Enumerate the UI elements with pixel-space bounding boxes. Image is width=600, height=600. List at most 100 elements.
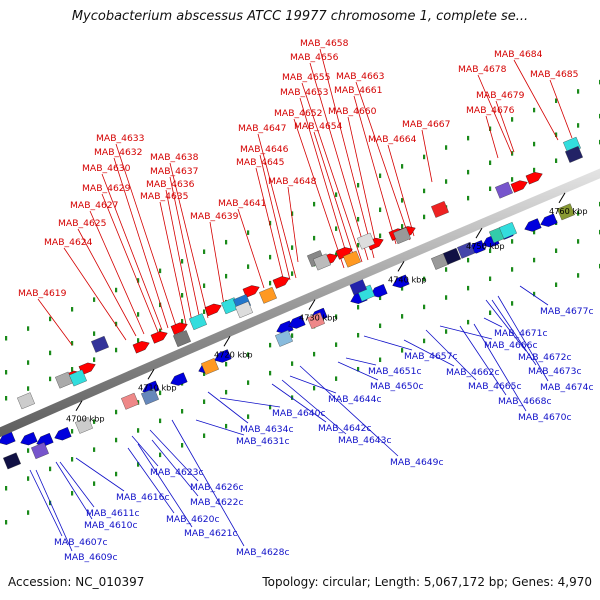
reverse-gene [170, 372, 188, 386]
reverse-gene-label[interactable]: MAB_4644c [328, 394, 382, 405]
reverse-gene-label[interactable]: MAB_4640c [272, 408, 326, 419]
reverse-gene-label[interactable]: MAB_4607c [54, 537, 108, 548]
forward-gene-label[interactable]: MAB_4658 [300, 38, 349, 49]
track-dot [533, 141, 536, 147]
track-dot [533, 107, 536, 113]
reverse-gene-label[interactable]: MAB_4665c [468, 381, 522, 392]
track-dot [49, 466, 52, 472]
forward-gene-label[interactable]: MAB_4635 [140, 191, 189, 202]
forward-gene-label[interactable]: MAB_4625 [58, 218, 107, 229]
reverse-gene-label[interactable]: MAB_4622c [190, 497, 244, 508]
forward-gene-label[interactable]: MAB_4632 [94, 147, 143, 158]
reverse-gene-label[interactable]: MAB_4674c [540, 382, 594, 393]
reverse-gene-label[interactable]: MAB_4666c [484, 340, 538, 351]
reverse-gene-label[interactable]: MAB_4649c [390, 457, 444, 468]
tick-mark [147, 369, 155, 380]
reverse-gene-label[interactable]: MAB_4620c [166, 514, 220, 525]
track-dot [159, 390, 162, 396]
leader-line [127, 447, 175, 514]
forward-gene-label[interactable]: MAB_4619 [18, 288, 67, 299]
reverse-gene-label[interactable]: MAB_4642c [318, 423, 372, 434]
leader-line [485, 115, 499, 159]
leader-line [257, 133, 297, 279]
reverse-gene-label[interactable]: MAB_4611c [86, 508, 140, 519]
reverse-gene-label[interactable]: MAB_4626c [190, 482, 244, 493]
forward-gene-label[interactable]: MAB_4678 [458, 64, 507, 75]
forward-gene-label[interactable]: MAB_4646 [240, 144, 289, 155]
reverse-gene-label[interactable]: MAB_4609c [64, 552, 118, 563]
track-dot [467, 319, 470, 325]
track-dot [335, 252, 338, 257]
reverse-gene-label[interactable]: MAB_4621c [184, 528, 238, 539]
reverse-gene-label[interactable]: MAB_4651c [368, 366, 422, 377]
leader-line [149, 429, 199, 482]
forward-gene [132, 341, 150, 354]
track-dot [27, 360, 30, 365]
reverse-gene [288, 315, 306, 329]
reverse-gene-label[interactable]: MAB_4668c [498, 396, 552, 407]
forward-gene-label[interactable]: MAB_4630 [82, 163, 131, 174]
track-dot [445, 329, 448, 334]
reverse-gene-label[interactable]: MAB_4610c [84, 520, 138, 531]
forward-gene-label[interactable]: MAB_4637 [150, 166, 199, 177]
reverse-gene-label[interactable]: MAB_4673c [528, 366, 582, 377]
reverse-gene-label[interactable]: MAB_4628c [236, 547, 290, 558]
kbp-ticks: 4700 kbp 4710 kbp 4720 kbp 4730 kbp 4740 kbp… [66, 192, 588, 424]
leader-line [299, 97, 351, 267]
reverse-gene-label[interactable]: MAB_4634c [240, 424, 294, 435]
forward-gene-label[interactable]: MAB_4624 [44, 237, 93, 248]
reverse-gene-label[interactable]: MAB_4650c [370, 381, 424, 392]
track-dot [93, 331, 96, 336]
forward-gene-label[interactable]: MAB_4629 [82, 183, 131, 194]
reverse-gene-label[interactable]: MAB_4672c [518, 352, 572, 363]
forward-gene-label[interactable]: MAB_4654 [294, 121, 343, 132]
forward-gene-label[interactable]: MAB_4661 [334, 85, 383, 96]
track-dot [423, 304, 426, 310]
reverse-gene-label[interactable]: MAB_4623c [150, 467, 204, 478]
track-dot [93, 481, 96, 486]
forward-gene-label[interactable]: MAB_4660 [328, 106, 377, 117]
reverse-gene-label[interactable]: MAB_4671c [494, 328, 548, 339]
forward-gene-label[interactable]: MAB_4667 [402, 119, 451, 130]
forward-gene-label[interactable]: MAB_4653 [280, 87, 329, 98]
forward-gene-label[interactable]: MAB_4633 [96, 133, 145, 144]
reverse-gene-label[interactable]: MAB_4677c [540, 306, 594, 317]
tick-mark [475, 227, 483, 239]
forward-gene-label[interactable]: MAB_4652 [274, 108, 323, 119]
track-dot [401, 314, 404, 319]
forward-gene-label[interactable]: MAB_4638 [150, 152, 199, 163]
forward-gene-label[interactable]: MAB_4664 [368, 134, 417, 145]
track-dot [93, 297, 96, 302]
leader-line [293, 118, 345, 269]
reverse-gene-label[interactable]: MAB_4643c [338, 435, 392, 446]
reverse-gene-label[interactable]: MAB_4662c [446, 367, 500, 378]
forward-gene-label[interactable]: MAB_4639 [190, 211, 239, 222]
track-dot [379, 207, 382, 213]
reverse-gene-label[interactable]: MAB_4657c [404, 351, 458, 362]
forward-gene-label[interactable]: MAB_4685 [530, 69, 579, 80]
forward-gene-label[interactable]: MAB_4679 [476, 90, 525, 101]
forward-gene-label[interactable]: MAB_4636 [146, 179, 195, 190]
reverse-gene-label[interactable]: MAB_4631c [236, 436, 290, 447]
leader-line [387, 144, 415, 237]
track-dot [247, 380, 250, 385]
feature-block [201, 358, 219, 375]
forward-gene-label[interactable]: MAB_4627 [70, 200, 119, 211]
forward-gene-label[interactable]: MAB_4684 [494, 49, 543, 60]
reverse-gene-label[interactable]: MAB_4670c [518, 412, 572, 423]
feature-block [393, 227, 411, 245]
forward-gene-label[interactable]: MAB_4645 [236, 157, 285, 168]
genome-map[interactable]: 4700 kbp 4710 kbp 4720 kbp 4730 kbp 4740 kbp… [0, 0, 600, 570]
tick-mark [75, 400, 83, 411]
tick-label: 4760 kbp [549, 206, 588, 216]
reverse-gene-label[interactable]: MAB_4616c [116, 492, 170, 503]
forward-gene-label[interactable]: MAB_4641 [218, 198, 267, 209]
forward-gene-label[interactable]: MAB_4647 [238, 123, 287, 134]
forward-gene-label[interactable]: MAB_4648 [268, 176, 317, 187]
leader-line [477, 74, 513, 155]
forward-gene-label[interactable]: MAB_4655 [282, 72, 331, 83]
track-dot [269, 280, 272, 286]
forward-gene-label[interactable]: MAB_4656 [290, 52, 339, 63]
forward-gene-label[interactable]: MAB_4676 [466, 105, 515, 116]
forward-gene-label[interactable]: MAB_4663 [336, 71, 385, 82]
